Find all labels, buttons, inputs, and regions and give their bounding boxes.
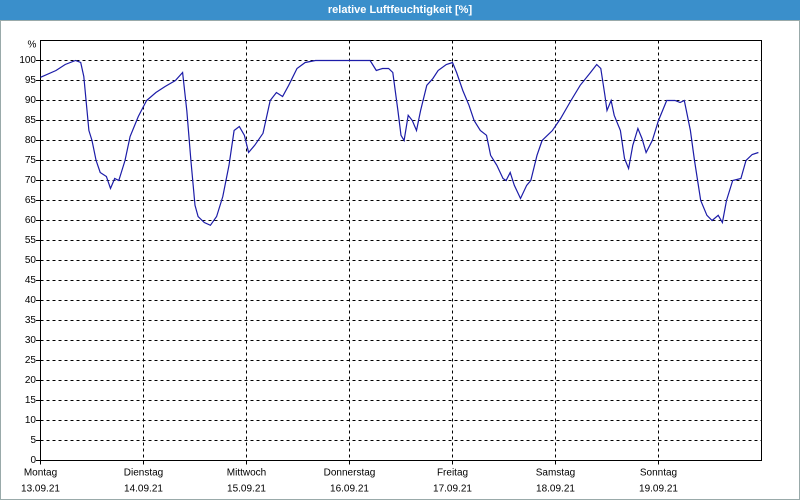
y-tick-label: 90 xyxy=(25,95,37,106)
y-tick-label: 40 xyxy=(25,295,37,306)
x-tick-label: 16.09.21 xyxy=(330,484,369,495)
x-tick-label: Dienstag xyxy=(124,468,163,479)
y-tick-label: 75 xyxy=(25,155,37,166)
y-tick-label: 55 xyxy=(25,235,37,246)
y-tick-label: 0 xyxy=(30,455,36,466)
plot-area xyxy=(40,40,762,461)
y-tick-label: 25 xyxy=(25,355,37,366)
data-line xyxy=(40,59,759,227)
x-tick-label: 13.09.21 xyxy=(21,484,60,495)
y-tick-label: 85 xyxy=(25,115,37,126)
x-tick-label: 15.09.21 xyxy=(227,484,266,495)
x-tick-label: 17.09.21 xyxy=(433,484,472,495)
y-tick-label: 15 xyxy=(25,395,37,406)
x-tick-label: 18.09.21 xyxy=(536,484,575,495)
x-tick-label: 14.09.21 xyxy=(124,484,163,495)
y-tick-label: 30 xyxy=(25,335,37,346)
x-tick-label: 19.09.21 xyxy=(639,484,678,495)
y-tick-label: 20 xyxy=(25,375,37,386)
y-tick-label: 60 xyxy=(25,215,37,226)
y-tick-label: 10 xyxy=(25,415,37,426)
x-tick-label: Montag xyxy=(24,468,57,479)
x-tick-label: Freitag xyxy=(437,468,468,479)
y-tick-label: 70 xyxy=(25,175,37,186)
y-tick-label: 5 xyxy=(30,435,36,446)
y-tick-label: 80 xyxy=(25,135,37,146)
x-tick-label: Samstag xyxy=(536,468,575,479)
y-tick-label: 45 xyxy=(25,275,37,286)
x-tick-label: Mittwoch xyxy=(227,468,266,479)
y-tick-label: 95 xyxy=(25,75,37,86)
y-tick-label: 100 xyxy=(19,55,36,66)
title-bar xyxy=(0,0,800,20)
y-axis-label: % xyxy=(28,40,37,51)
y-tick-label: 65 xyxy=(25,195,37,206)
x-tick-label: Sonntag xyxy=(640,468,677,479)
y-tick-label: 50 xyxy=(25,255,37,266)
x-tick-label: Donnerstag xyxy=(324,468,376,479)
y-tick-label: 35 xyxy=(25,315,37,326)
chart-title: relative Luftfeuchtigkeit [%] xyxy=(328,4,473,16)
